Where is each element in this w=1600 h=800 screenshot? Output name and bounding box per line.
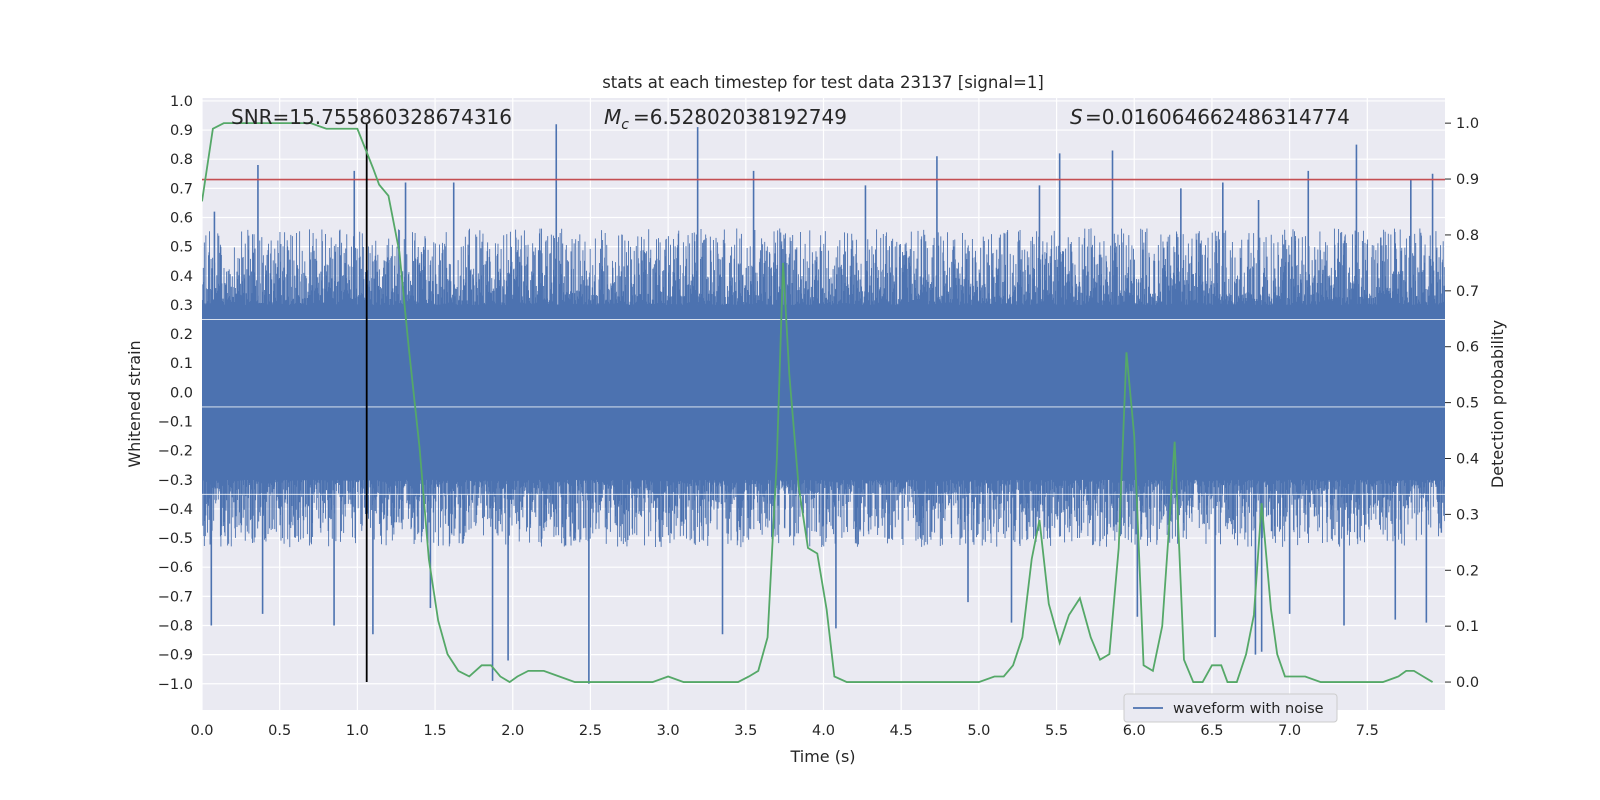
series-detection-probability bbox=[202, 122, 1434, 684]
y2-tick-label: 0.0 bbox=[1456, 675, 1479, 691]
x-tick-label: 5.5 bbox=[1045, 723, 1068, 739]
waveform-troughs bbox=[210, 479, 1428, 684]
x-tick-label: 0.5 bbox=[268, 723, 291, 739]
y-tick-label: −0.9 bbox=[158, 648, 193, 664]
x-tick-label: 6.5 bbox=[1200, 723, 1223, 739]
x-tick-label: 7.5 bbox=[1356, 723, 1379, 739]
y2-tick-label: 1.0 bbox=[1456, 116, 1479, 132]
annotation-s-value: =0.016064662486314774 bbox=[1085, 105, 1350, 129]
annotation-s: S =0.016064662486314774 bbox=[1070, 105, 1350, 129]
x-tick-label: 2.5 bbox=[579, 723, 602, 739]
y-tick-label: −0.1 bbox=[158, 414, 193, 430]
y2-tick-label: 0.4 bbox=[1456, 451, 1479, 467]
x-axis-label: Time (s) bbox=[789, 747, 855, 766]
x-tick-label: 2.0 bbox=[501, 723, 524, 739]
x-tick-label: 3.5 bbox=[734, 723, 757, 739]
x-tick-label: 4.0 bbox=[812, 723, 835, 739]
y-tick-label: 0.4 bbox=[170, 269, 193, 285]
x-tick-label: 1.5 bbox=[424, 723, 447, 739]
waveform-peaks bbox=[213, 124, 1434, 305]
x-tick-label: 6.0 bbox=[1123, 723, 1146, 739]
y-tick-label: 0.9 bbox=[170, 123, 193, 139]
svg-text:S: S bbox=[1070, 105, 1083, 129]
x-tick-label: 5.0 bbox=[967, 723, 990, 739]
y2-tick-label: 0.9 bbox=[1456, 172, 1479, 188]
y-axis-ticks: 1.0 0.9 0.8 0.7 0.6 0.5 0.4 0.3 0.2 0.1 0.0 −0.1 −0.… bbox=[158, 94, 193, 693]
y-tick-label: 0.6 bbox=[170, 210, 193, 226]
y2-tick-label: 0.8 bbox=[1456, 228, 1479, 244]
x-tick-label: 0.0 bbox=[190, 723, 213, 739]
y-axis-label: Whitened strain bbox=[125, 340, 144, 467]
legend: waveform with noise bbox=[1123, 693, 1338, 723]
y-tick-label: −0.3 bbox=[158, 473, 193, 489]
y2-tick-label: 0.2 bbox=[1456, 563, 1479, 579]
y2-tick-label: 0.1 bbox=[1456, 619, 1479, 635]
svg-text:Mc: Mc bbox=[604, 105, 629, 133]
y-tick-label: 1.0 bbox=[170, 94, 193, 110]
x-tick-label: 4.5 bbox=[890, 723, 913, 739]
y2-tick-label: 0.5 bbox=[1456, 396, 1479, 412]
y-tick-label: 0.2 bbox=[170, 327, 193, 343]
legend-label-waveform: waveform with noise bbox=[1173, 701, 1324, 717]
y-tick-label: 0.1 bbox=[170, 356, 193, 372]
y-tick-label: −0.2 bbox=[158, 444, 193, 460]
y-tick-label: 0.7 bbox=[170, 181, 193, 197]
y-tick-label: 0.5 bbox=[170, 240, 193, 256]
y2-tick-label: 0.3 bbox=[1456, 507, 1479, 523]
waveform-noise-spikes bbox=[202, 228, 1445, 548]
y-tick-label: −1.0 bbox=[158, 677, 193, 693]
annotation-snr: SNR=15.755860328674316 bbox=[231, 105, 512, 129]
x-tick-label: 7.0 bbox=[1278, 723, 1301, 739]
x-tick-label: 3.0 bbox=[657, 723, 680, 739]
y-tick-label: 0.3 bbox=[170, 298, 193, 314]
y2-axis-label: Detection probability bbox=[1488, 320, 1507, 488]
y2-tick-label: 0.7 bbox=[1456, 284, 1479, 300]
x-tick-label: 1.0 bbox=[346, 723, 369, 739]
y2-tick-label: 0.6 bbox=[1456, 340, 1479, 356]
y-tick-label: 0.8 bbox=[170, 152, 193, 168]
annotation-mc-value: =6.52802038192749 bbox=[633, 105, 847, 129]
x-axis-ticks: 0.0 0.5 1.0 1.5 2.0 2.5 3.0 3.5 4.0 4.5 5.0 5.5 6.0 6… bbox=[190, 723, 1378, 739]
y-tick-label: −0.8 bbox=[158, 618, 193, 634]
y2-axis-ticks: 1.0 0.9 0.8 0.7 0.6 0.5 0.4 0.3 0.2 0.1 0.0 bbox=[1445, 116, 1479, 691]
y-tick-label: 0.0 bbox=[170, 385, 193, 401]
y-tick-label: −0.6 bbox=[158, 560, 193, 576]
chart-title: stats at each timestep for test data 231… bbox=[602, 73, 1044, 92]
y-tick-label: −0.4 bbox=[158, 502, 193, 518]
series-waveform-with-noise bbox=[202, 124, 1445, 684]
y-tick-label: −0.7 bbox=[158, 589, 193, 605]
y-tick-label: −0.5 bbox=[158, 531, 193, 547]
annotation-mc: Mc =6.52802038192749 bbox=[604, 105, 847, 133]
